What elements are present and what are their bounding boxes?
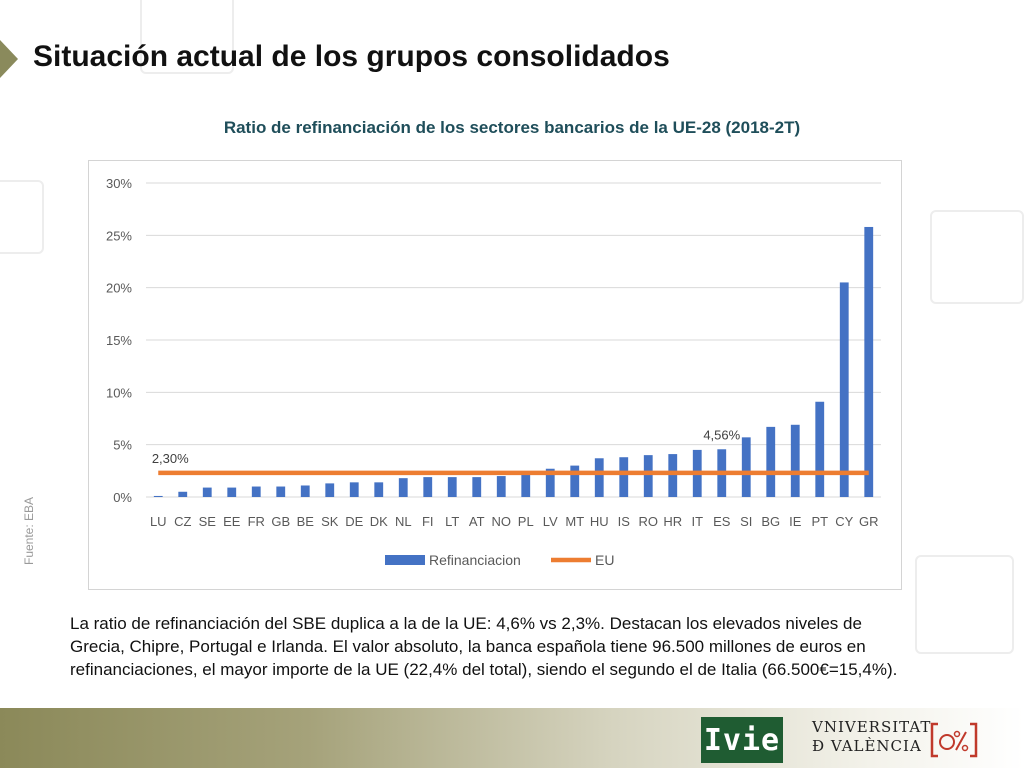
bar-be [300, 485, 310, 497]
background-decoration [930, 210, 1024, 304]
bar-fr [251, 486, 261, 497]
x-tick-label: ES [713, 514, 731, 529]
bar-lu [153, 495, 163, 497]
x-tick-label: GB [271, 514, 290, 529]
bar-bg [766, 426, 776, 497]
x-tick-label: PT [811, 514, 828, 529]
footer-band [0, 708, 1024, 768]
y-tick-label: 30% [106, 176, 132, 191]
bar-gr [864, 226, 874, 497]
bar-lt [447, 477, 457, 497]
legend-label-eu: EU [595, 552, 614, 568]
bar-pt [815, 401, 825, 497]
x-tick-label: SK [321, 514, 339, 529]
uv-logo-line1: VNIVERSITAT [812, 718, 932, 736]
x-tick-label: FR [248, 514, 265, 529]
x-tick-label: BE [297, 514, 315, 529]
x-tick-label: CY [835, 514, 853, 529]
y-tick-label: 20% [106, 281, 132, 296]
bar-ro [643, 455, 653, 497]
bar-chart: 0% 5% 10% 15% 20% 25% 30% LU CZ SE EE FR GB BE SK DE DK N… [106, 176, 881, 568]
bar-de [349, 482, 359, 497]
x-tick-label: LV [543, 514, 558, 529]
x-tick-label: CZ [174, 514, 191, 529]
background-decoration [140, 0, 234, 74]
chart-title: Ratio de refinanciación de los sectores … [223, 118, 801, 137]
bar-sk [325, 483, 335, 497]
bar-hu [594, 458, 604, 497]
bar-gb [276, 486, 286, 497]
x-tick-label: IE [789, 514, 802, 529]
page-title: Situación actual de los grupos consolida… [33, 40, 670, 73]
x-tick-label: EE [223, 514, 241, 529]
x-tick-label: RO [639, 514, 659, 529]
x-tick-label: SI [740, 514, 752, 529]
bar-cy [839, 282, 849, 497]
x-tick-label: IT [691, 514, 703, 529]
data-label: 2,30% [152, 451, 189, 466]
commentary-text: La ratio de refinanciación del SBE dupli… [70, 614, 898, 679]
data-label: 4,56% [703, 427, 740, 442]
uv-emblem-icon [930, 722, 978, 758]
bar-is [619, 457, 629, 497]
legend-swatch-refinanciacion [385, 555, 425, 565]
bar-no [496, 476, 506, 497]
x-tick-label: IS [618, 514, 631, 529]
x-tick-label: HR [663, 514, 682, 529]
source-label: Fuente: EBA [22, 496, 36, 565]
bar-se [202, 487, 212, 497]
x-tick-label: FI [422, 514, 434, 529]
bar-pl [521, 473, 531, 497]
x-tick-label: SE [199, 514, 217, 529]
bar-cz [178, 491, 188, 497]
x-tick-label: DK [370, 514, 388, 529]
y-tick-label: 0% [113, 490, 132, 505]
x-tick-label: NL [395, 514, 412, 529]
x-tick-label: HU [590, 514, 609, 529]
bar-nl [398, 478, 408, 497]
x-tick-label: GR [859, 514, 879, 529]
x-tick-label: MT [565, 514, 584, 529]
x-tick-label: AT [469, 514, 485, 529]
bar-ee [227, 487, 237, 497]
y-tick-label: 5% [113, 438, 132, 453]
bar-dk [374, 482, 384, 497]
bar-ie [790, 424, 800, 497]
title-arrow-icon [0, 40, 18, 78]
bar-lv [545, 468, 555, 497]
x-tick-label: NO [492, 514, 512, 529]
bar-hr [668, 454, 678, 497]
y-tick-label: 15% [106, 333, 132, 348]
bar-at [472, 477, 482, 497]
y-tick-label: 10% [106, 385, 132, 400]
uv-logo-line2: Ð VALÈNCIA [812, 737, 922, 755]
bar-mt [570, 465, 580, 497]
x-tick-label: LT [445, 514, 459, 529]
chart-area: 0% 5% 10% 15% 20% 25% 30% LU CZ SE EE FR GB BE SK DE DK N… [88, 160, 902, 590]
x-tick-label: DE [345, 514, 363, 529]
ivie-logo: Ivie [701, 717, 783, 763]
x-tick-label: PL [518, 514, 534, 529]
legend-label-refinanciacion: Refinanciacion [429, 552, 521, 568]
x-tick-label: BG [761, 514, 780, 529]
y-tick-label: 25% [106, 228, 132, 243]
x-tick-label: LU [150, 514, 167, 529]
universitat-valencia-logo: VNIVERSITAT Ð VALÈNCIA [812, 718, 932, 756]
bar-fi [423, 477, 433, 497]
background-decoration [0, 180, 44, 254]
bar-si [741, 437, 751, 497]
background-decoration [915, 555, 1014, 654]
